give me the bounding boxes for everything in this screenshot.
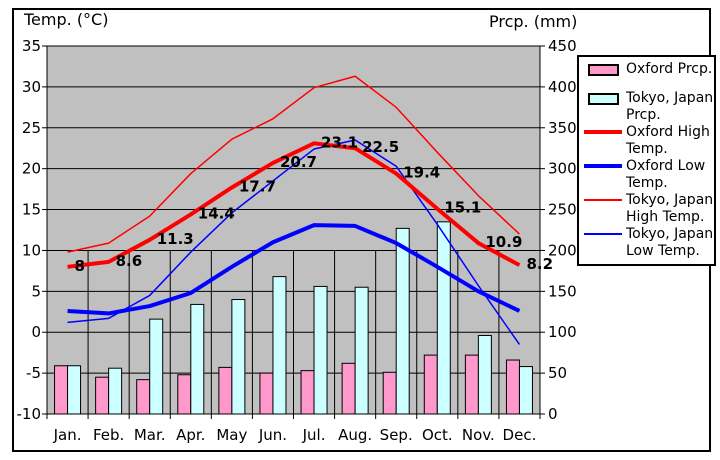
tokyo-prcp-bar xyxy=(231,299,246,415)
temp-axis-title: Temp. (°C) xyxy=(24,10,109,29)
legend-label: Oxford High Temp. xyxy=(626,124,710,157)
prcp-tick-label: 400 xyxy=(548,78,577,96)
month-label: Apr. xyxy=(176,426,205,444)
legend-item-oxford-prcp: Oxford Prcp. xyxy=(584,61,714,78)
thin-line-swatch xyxy=(584,226,626,235)
prcp-tick-label: 0 xyxy=(548,405,558,423)
legend-label: Tokyo, Japan High Temp. xyxy=(626,192,714,225)
tokyo-prcp-bar xyxy=(190,303,205,415)
oxford-high-temp-line xyxy=(67,141,521,269)
oxford-high-data-label: 11.3 xyxy=(157,230,194,248)
oxford-prcp-bar xyxy=(177,374,192,415)
legend-label: Oxford Low Temp. xyxy=(626,158,706,191)
tokyo-prcp-bar xyxy=(354,286,369,415)
oxford-high-data-label: 8 xyxy=(75,257,85,275)
oxford-high-data-label: 22.5 xyxy=(362,138,399,156)
month-label: Aug. xyxy=(338,426,372,444)
bar-swatch xyxy=(584,90,626,105)
tokyo-prcp-bar xyxy=(395,227,410,415)
tokyo-prcp-bar xyxy=(477,334,492,415)
tokyo-prcp-bar xyxy=(108,367,123,415)
temp-tick-label: 0 xyxy=(31,323,41,341)
tokyo-prcp-bar xyxy=(67,365,82,415)
oxford-prcp-bar xyxy=(341,362,356,415)
tokyo-japan-low-temp-line xyxy=(67,139,521,345)
month-label: Jun. xyxy=(258,426,287,444)
thick-line-swatch xyxy=(584,124,626,134)
oxford-prcp-bar xyxy=(382,371,397,415)
prcp-tick-label: 250 xyxy=(548,201,577,219)
temp-tick-label: 15 xyxy=(22,201,41,219)
temp-tick-label: 5 xyxy=(31,282,41,300)
oxford-prcp-bar xyxy=(218,366,233,415)
month-label: Sep. xyxy=(380,426,413,444)
oxford-high-data-label: 17.7 xyxy=(239,177,276,195)
temp-tick-label: -5 xyxy=(26,364,41,382)
oxford-low-temp-line xyxy=(67,223,521,316)
oxford-high-data-label: 15.1 xyxy=(444,199,481,217)
legend-item-tokyo-japan-low-temp: Tokyo, Japan Low Temp. xyxy=(584,226,714,260)
legend-label: Tokyo, Japan Prcp. xyxy=(626,90,714,123)
oxford-prcp-bar xyxy=(505,359,520,415)
tokyo-japan-high-temp-line xyxy=(67,75,520,253)
legend-item-tokyo-japan-prcp: Tokyo, Japan Prcp. xyxy=(584,90,714,124)
prcp-tick-label: 100 xyxy=(548,323,577,341)
prcp-axis-title: Prcp. (mm) xyxy=(489,12,578,31)
oxford-high-data-label: 14.4 xyxy=(198,204,235,222)
legend: Oxford Prcp. Tokyo, Japan Prcp. Oxford Hig… xyxy=(577,55,716,266)
oxford-prcp-bar xyxy=(136,379,151,415)
tokyo-prcp-bar xyxy=(313,285,328,415)
tokyo-prcp-bar xyxy=(272,276,287,415)
oxford-prcp-bar xyxy=(423,354,438,415)
thick-line-swatch xyxy=(584,158,626,168)
temp-tick-label: 20 xyxy=(22,160,41,178)
legend-item-oxford-high-temp: Oxford High Temp. xyxy=(584,124,714,158)
prcp-tick-label: 350 xyxy=(548,119,577,137)
oxford-high-data-label: 23.1 xyxy=(321,133,358,151)
prcp-tick-label: 50 xyxy=(548,364,567,382)
temp-tick-label: 25 xyxy=(22,119,41,137)
bar-swatch xyxy=(584,61,626,76)
oxford-prcp-bar xyxy=(300,370,315,415)
thin-line-swatch xyxy=(584,192,626,201)
month-label: Dec. xyxy=(503,426,537,444)
tokyo-prcp-bar xyxy=(436,221,451,415)
oxford-high-data-label: 20.7 xyxy=(280,153,317,171)
oxford-high-data-label: 10.9 xyxy=(485,233,522,251)
tokyo-prcp-bar xyxy=(149,318,164,415)
month-label: Oct. xyxy=(422,426,453,444)
month-label: Feb. xyxy=(93,426,124,444)
prcp-tick-label: 150 xyxy=(548,282,577,300)
month-label: Nov. xyxy=(462,426,495,444)
legend-item-oxford-low-temp: Oxford Low Temp. xyxy=(584,158,714,192)
month-label: Jul. xyxy=(302,426,326,444)
month-label: Mar. xyxy=(134,426,166,444)
temp-tick-label: 35 xyxy=(22,37,41,55)
legend-item-tokyo-japan-high-temp: Tokyo, Japan High Temp. xyxy=(584,192,714,226)
oxford-prcp-bar xyxy=(95,376,110,415)
oxford-prcp-bar xyxy=(464,354,479,415)
oxford-prcp-bar xyxy=(54,365,69,415)
month-label: May xyxy=(216,426,247,444)
prcp-tick-label: 300 xyxy=(548,160,577,178)
oxford-high-data-label: 19.4 xyxy=(403,164,440,182)
legend-label: Oxford Prcp. xyxy=(626,61,713,77)
temp-tick-label: -10 xyxy=(17,405,42,423)
oxford-prcp-bar xyxy=(259,372,274,415)
temp-tick-label: 30 xyxy=(22,78,41,96)
prcp-tick-label: 200 xyxy=(548,241,577,259)
oxford-high-data-label: 8.2 xyxy=(526,255,553,273)
prcp-tick-label: 450 xyxy=(548,37,577,55)
month-label: Jan. xyxy=(53,426,82,444)
temp-tick-label: 10 xyxy=(22,241,41,259)
oxford-high-data-label: 8.6 xyxy=(116,252,143,270)
tokyo-prcp-bar xyxy=(518,366,533,415)
legend-label: Tokyo, Japan Low Temp. xyxy=(626,226,714,259)
